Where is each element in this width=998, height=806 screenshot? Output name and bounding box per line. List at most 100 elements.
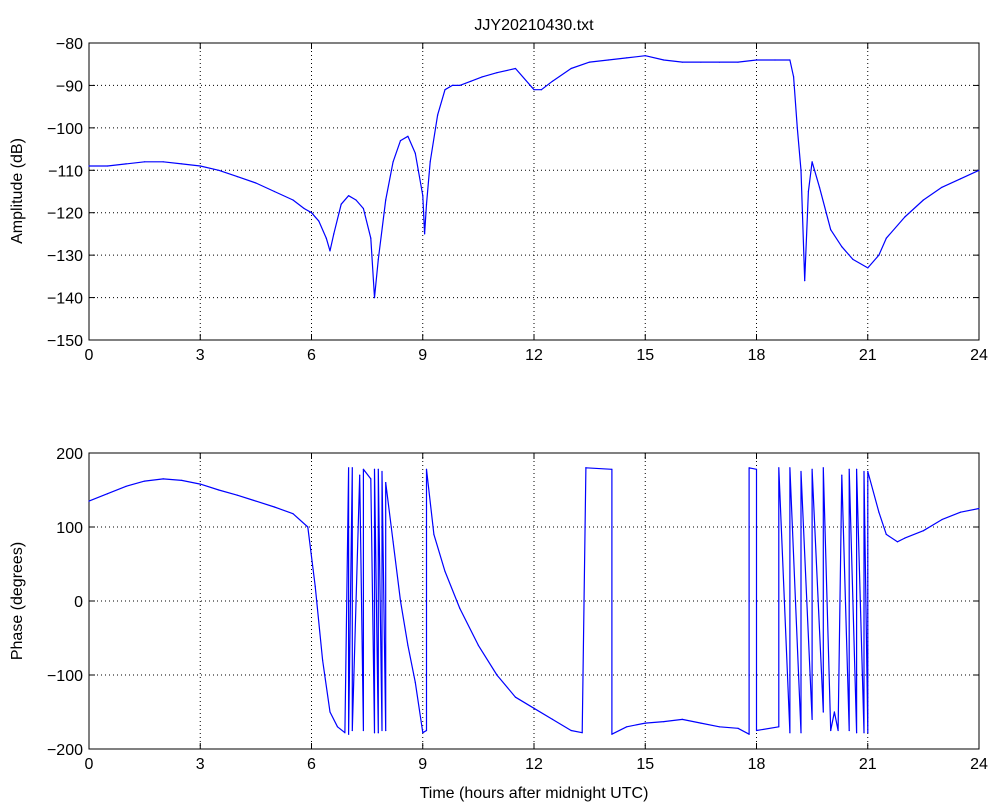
amplitude-data-point xyxy=(496,72,498,74)
phase-data-point xyxy=(344,732,346,734)
amplitude-y-tick-label: −130 xyxy=(47,248,83,265)
phase-data-point xyxy=(841,474,843,476)
phase-data-point xyxy=(863,732,865,734)
amplitude-data-point xyxy=(310,212,313,214)
amplitude-data-point xyxy=(333,233,335,235)
amplitude-data-point xyxy=(589,61,591,63)
phase-y-tick-label: −100 xyxy=(47,668,83,685)
amplitude-data-point xyxy=(796,127,798,129)
phase-data-point xyxy=(848,468,850,470)
phase-data-point xyxy=(856,732,858,734)
phase-data-point xyxy=(959,511,962,513)
amplitude-data-point xyxy=(481,76,483,78)
phase-data-point xyxy=(348,733,350,735)
phase-data-point xyxy=(922,530,925,532)
phase-data-point xyxy=(496,674,498,676)
phase-data-point xyxy=(273,506,275,508)
amplitude-data-point xyxy=(540,89,543,91)
phase-x-tick-labels: 0 3 6 9 12 15 18 21 24 xyxy=(85,756,988,773)
amplitude-data-point xyxy=(533,89,535,91)
amplitude-data-point xyxy=(755,59,758,61)
phase-data-point xyxy=(718,726,721,728)
amplitude-data-point xyxy=(399,140,402,142)
amplitude-axes: 0 3 6 9 12 15 18 21 24 −80 −90 −100 −110 −120 −130 −14… xyxy=(9,36,988,364)
phase-data-point xyxy=(425,729,428,732)
phase-data-point xyxy=(348,467,350,469)
phase-data-point xyxy=(459,607,461,610)
amplitude-x-tick-label: 9 xyxy=(418,347,427,364)
phase-x-axis-label: Time (hours after midnight UTC) xyxy=(420,785,649,802)
amplitude-x-tick-label: 18 xyxy=(748,347,766,364)
phase-data-point xyxy=(377,468,379,470)
amplitude-data-point xyxy=(774,59,776,61)
amplitude-data-point xyxy=(125,163,127,165)
amplitude-data-point xyxy=(199,165,201,167)
phase-data-point xyxy=(392,541,394,543)
phase-data-point xyxy=(581,732,583,734)
phase-data-point xyxy=(88,500,90,502)
amplitude-data-point xyxy=(355,199,357,201)
amplitude-data-point xyxy=(303,207,305,210)
phase-data-point xyxy=(514,696,517,698)
phase-x-tick-label: 21 xyxy=(859,756,877,773)
amplitude-data-point xyxy=(425,203,428,205)
phase-data-point xyxy=(904,537,906,539)
phase-x-tick-label: 18 xyxy=(748,756,766,773)
phase-data-point xyxy=(255,500,257,502)
amplitude-data-point xyxy=(414,152,416,154)
phase-data-point xyxy=(833,711,836,713)
amplitude-data-point xyxy=(626,57,628,59)
amplitude-data-point xyxy=(451,84,453,86)
amplitude-y-tick-label: −150 xyxy=(47,333,83,350)
phase-data-point xyxy=(644,722,646,724)
amplitude-y-tick-labels: −80 −90 −100 −110 −120 −130 −140 −150 xyxy=(47,36,83,350)
phase-data-point xyxy=(867,470,869,473)
phase-y-tick-label: −200 xyxy=(47,742,83,759)
phase-data-point xyxy=(351,729,353,732)
amplitude-data-point xyxy=(800,169,802,171)
amplitude-data-point xyxy=(459,84,461,86)
amplitude-data-point xyxy=(514,67,517,70)
amplitude-data-point xyxy=(392,161,394,163)
figure-title: JJY20210430.txt xyxy=(474,17,594,34)
amplitude-data-point xyxy=(373,297,376,299)
phase-x-tick-label: 9 xyxy=(418,756,427,773)
amplitude-data-point xyxy=(681,61,683,63)
phase-data-point xyxy=(444,570,446,573)
phase-data-point xyxy=(351,467,353,469)
amplitude-data-point xyxy=(385,199,387,201)
phase-data-point xyxy=(359,474,361,476)
amplitude-data-point xyxy=(88,165,90,167)
phase-data-point xyxy=(570,729,572,732)
amplitude-data-point xyxy=(424,233,426,235)
amplitude-y-tick-label: −100 xyxy=(47,121,83,138)
phase-data-point xyxy=(856,468,858,470)
amplitude-y-tick-label: −110 xyxy=(48,163,83,180)
phase-axes: 0 3 6 9 12 15 18 21 24 200 100 0 −100 −200 Phase (de… xyxy=(9,446,988,802)
phase-data-point xyxy=(800,732,802,734)
amplitude-data-point xyxy=(348,195,350,197)
phase-data-point xyxy=(789,467,791,469)
amplitude-y-axis-label: Amplitude (dB) xyxy=(9,138,26,244)
phase-x-tick-label: 3 xyxy=(196,756,205,773)
phase-data-point xyxy=(585,467,587,469)
amplitude-data-point xyxy=(340,203,342,205)
phase-data-point xyxy=(885,533,887,536)
amplitude-data-point xyxy=(663,59,665,61)
phase-y-tick-labels: 200 100 0 −100 −200 xyxy=(47,446,83,759)
phase-data-point xyxy=(830,729,832,732)
amplitude-data-point xyxy=(318,220,320,222)
amplitude-data-point xyxy=(737,61,739,63)
phase-data-point xyxy=(314,585,316,587)
phase-data-point xyxy=(422,732,424,734)
phase-data-point xyxy=(425,468,428,470)
amplitude-x-tick-label: 12 xyxy=(525,347,543,364)
phase-data-point xyxy=(822,467,824,469)
phase-data-point xyxy=(748,467,750,469)
phase-data-point xyxy=(755,729,758,732)
amplitude-data-point xyxy=(407,135,409,137)
phase-data-point xyxy=(336,726,339,728)
amplitude-data-point xyxy=(444,89,446,91)
amplitude-data-point xyxy=(370,237,372,239)
amplitude-data-point xyxy=(181,163,183,165)
